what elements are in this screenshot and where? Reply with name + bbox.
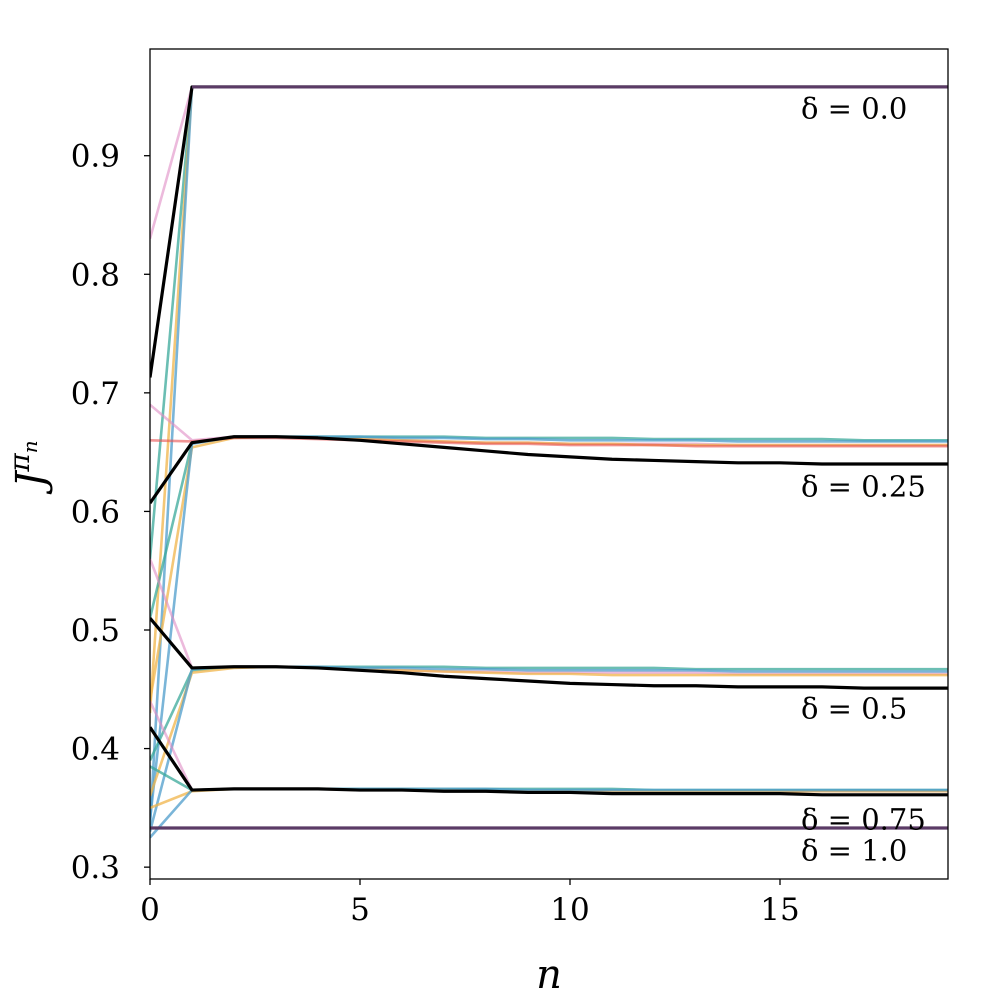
series-line-black-16: [150, 617, 948, 690]
series-line-black-21: [150, 726, 948, 797]
series-line-pink-12: [150, 558, 948, 676]
y-tick-label: 0.8: [71, 257, 120, 293]
y-tick-label: 0.3: [71, 850, 120, 886]
y-tick-label: 0.5: [71, 613, 120, 649]
y-axis-title-sup: π: [3, 453, 36, 473]
annotations-layer: δ = 0.0 δ = 0.25 δ = 0.5 δ = 0.75δ = 1.0: [801, 91, 926, 867]
x-axis-ticks: 0 5 10 15: [140, 879, 800, 928]
y-axis-title: Jπn: [3, 440, 54, 494]
plot-frame: [149, 48, 949, 880]
series-layer: [150, 85, 948, 839]
x-tick-label: 5: [350, 892, 370, 928]
delta-annotation: δ = 0.25: [801, 470, 926, 504]
y-axis-title-main: J: [8, 470, 54, 495]
y-tick-label: 0.7: [71, 376, 120, 412]
delta-annotation: δ = 1.0: [801, 834, 907, 868]
y-axis-title-sub: n: [18, 440, 42, 453]
series-line-teal-18: [150, 765, 948, 792]
series-line-black-11: [150, 435, 948, 505]
y-tick-label: 0.4: [71, 732, 120, 768]
series-line-orange-2: [150, 85, 948, 714]
x-axis-title: n: [536, 952, 562, 998]
delta-annotation: δ = 0.75: [801, 803, 926, 837]
x-tick-label: 15: [760, 892, 799, 928]
y-axis-ticks: 0.3 0.4 0.5 0.6 0.7 0.8 0.9: [71, 139, 150, 886]
delta-annotation: δ = 0.5: [801, 691, 907, 725]
y-tick-label: 0.6: [71, 494, 120, 530]
x-tick-label: 0: [140, 892, 160, 928]
y-tick-label: 0.9: [71, 139, 120, 175]
delta-annotation: δ = 0.0: [801, 91, 907, 125]
x-tick-label: 10: [550, 892, 589, 928]
series-line-black-4: [150, 85, 948, 378]
